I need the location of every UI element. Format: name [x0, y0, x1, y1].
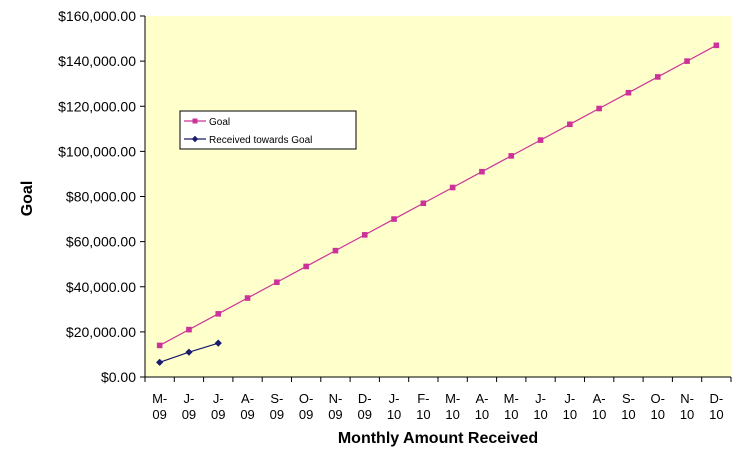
data-point-goal — [156, 342, 163, 349]
data-point-goal — [479, 168, 485, 175]
x-tick-label: O-09 — [299, 391, 313, 422]
x-tick-label: J-09 — [211, 391, 225, 422]
x-axis-ticks: M-09 J-09 J-09 A-09 S-09 O-09 N-09 D-09 J-10 F-10… — [144, 377, 732, 422]
data-point-goal — [420, 200, 427, 207]
legend-entry-goal: Goal — [184, 117, 230, 128]
x-tick-label: N-10 — [680, 391, 694, 422]
data-point-goal — [654, 74, 661, 80]
data-point-goal — [625, 89, 632, 96]
y-tick-label: $100,000.00 — [58, 143, 136, 159]
data-point-goal — [596, 105, 602, 112]
y-tick-label: $20,000.00 — [66, 324, 136, 340]
x-tick-label: O-10 — [651, 391, 665, 422]
x-tick-label: A-09 — [240, 391, 254, 422]
data-point-goal — [537, 137, 544, 143]
series-layer — [156, 42, 720, 366]
data-point-goal — [303, 263, 309, 270]
series-line-goal — [159, 44, 717, 346]
y-tick-label: $40,000.00 — [66, 279, 136, 295]
legend: Goal Received towards Goal — [179, 110, 357, 150]
data-point-goal — [391, 216, 397, 222]
legend-entry-received: Received towards Goal — [184, 135, 312, 146]
data-point-received — [214, 339, 222, 347]
legend-marker-received — [191, 135, 199, 143]
y-axis-ticks: $0.00 $20,000.00 $40,000.00 $60,000.00 $80,0… — [58, 8, 145, 385]
y-tick-label: $120,000.00 — [58, 98, 136, 114]
y-tick-label: $160,000.00 — [58, 8, 136, 24]
legend-label-goal: Goal — [209, 117, 230, 128]
data-point-received — [185, 348, 193, 356]
data-point-goal — [186, 326, 192, 333]
plot-area — [145, 16, 731, 377]
x-tick-label: J-09 — [182, 391, 196, 422]
x-tick-label: J-10 — [533, 391, 547, 422]
data-point-goal — [361, 232, 368, 238]
x-tick-label: M-10 — [445, 391, 460, 422]
legend-label-received: Received towards Goal — [209, 135, 312, 146]
x-tick-label: F-10 — [416, 391, 430, 422]
data-point-goal — [713, 42, 720, 49]
y-tick-label: $140,000.00 — [58, 53, 136, 69]
x-tick-label: M-09 — [152, 391, 167, 422]
data-point-received — [156, 358, 164, 366]
data-point-goal — [215, 311, 222, 317]
data-point-goal — [449, 184, 456, 191]
y-tick-label: $60,000.00 — [66, 234, 136, 250]
x-tick-label: N-09 — [328, 391, 342, 422]
x-tick-label: J-10 — [563, 391, 577, 422]
y-axis-title: Goal — [19, 181, 36, 217]
data-point-goal — [274, 279, 280, 286]
x-tick-label: S-10 — [621, 391, 635, 422]
x-axis-title: Monthly Amount Received — [338, 430, 538, 447]
x-tick-label: M-10 — [504, 391, 519, 422]
x-tick-label: A-10 — [475, 391, 489, 422]
x-tick-label: D-09 — [358, 391, 372, 422]
data-point-goal — [567, 121, 573, 128]
y-tick-label: $0.00 — [101, 369, 136, 385]
data-point-goal — [684, 58, 690, 64]
x-tick-label: D-10 — [709, 391, 723, 422]
data-point-goal — [332, 247, 339, 254]
legend-marker-goal — [192, 118, 198, 124]
data-point-goal — [244, 295, 251, 301]
x-tick-label: A-10 — [592, 391, 606, 422]
legend-box — [179, 110, 357, 150]
x-tick-label: J-10 — [387, 391, 401, 422]
data-point-goal — [508, 153, 515, 159]
y-tick-label: $80,000.00 — [66, 189, 136, 205]
x-tick-label: S-09 — [270, 391, 284, 422]
